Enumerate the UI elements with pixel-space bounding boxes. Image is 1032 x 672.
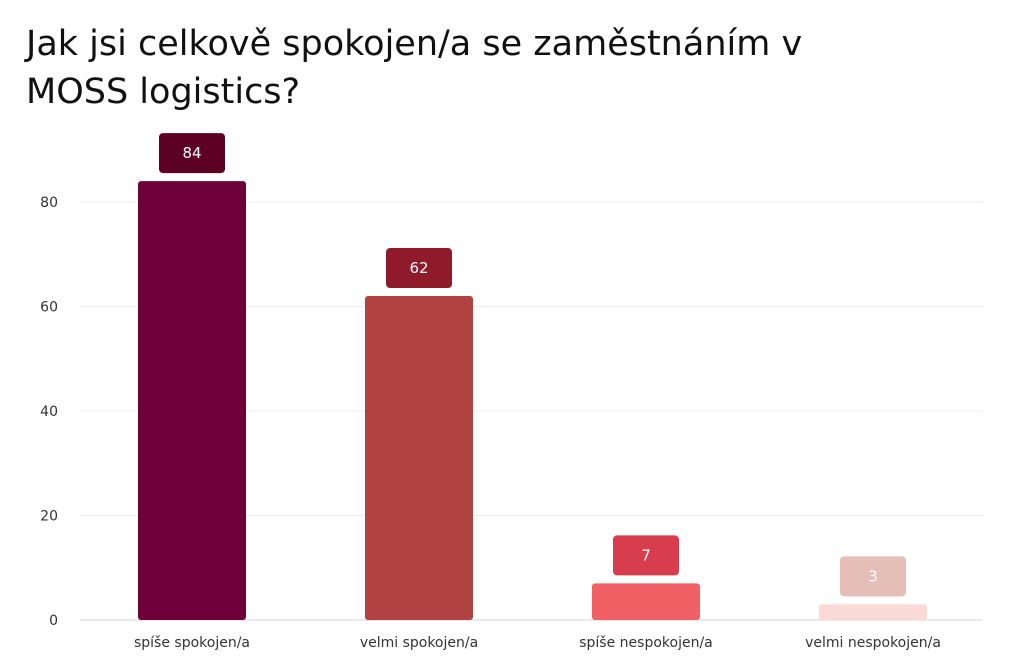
x-category-label: spíše spokojen/a: [134, 635, 250, 651]
bar: [592, 583, 700, 620]
bars: [138, 181, 927, 620]
x-category-label: spíše nespokojen/a: [579, 635, 713, 651]
data-label: 62: [409, 259, 428, 277]
x-category-label: velmi spokojen/a: [360, 635, 478, 651]
data-labels: 84 62 7 3: [159, 133, 906, 597]
x-category-label: velmi nespokojen/a: [805, 635, 941, 651]
y-tick-label: 60: [40, 300, 58, 316]
chart-title: Jak jsi celkově spokojen/a se zaměstnání…: [26, 24, 803, 112]
bar: [138, 181, 246, 620]
data-label-box: [613, 535, 679, 576]
data-label-box: [159, 133, 225, 174]
y-tick-label: 80: [40, 195, 58, 211]
x-axis-categories: spíše spokojen/a velmi spokojen/a spíše ne…: [134, 635, 941, 651]
bar: [819, 604, 927, 620]
y-tick-label: 40: [40, 404, 58, 420]
data-label-box: [840, 556, 906, 597]
y-tick-label: 20: [40, 509, 58, 525]
data-label-box: [386, 248, 452, 289]
data-label: 84: [182, 144, 201, 162]
data-label: 3: [868, 567, 878, 585]
y-tick-label: 0: [49, 613, 58, 629]
bar: [365, 296, 473, 620]
data-label: 7: [641, 546, 651, 564]
y-axis-ticks: 0 20 40 60 80: [40, 195, 58, 629]
